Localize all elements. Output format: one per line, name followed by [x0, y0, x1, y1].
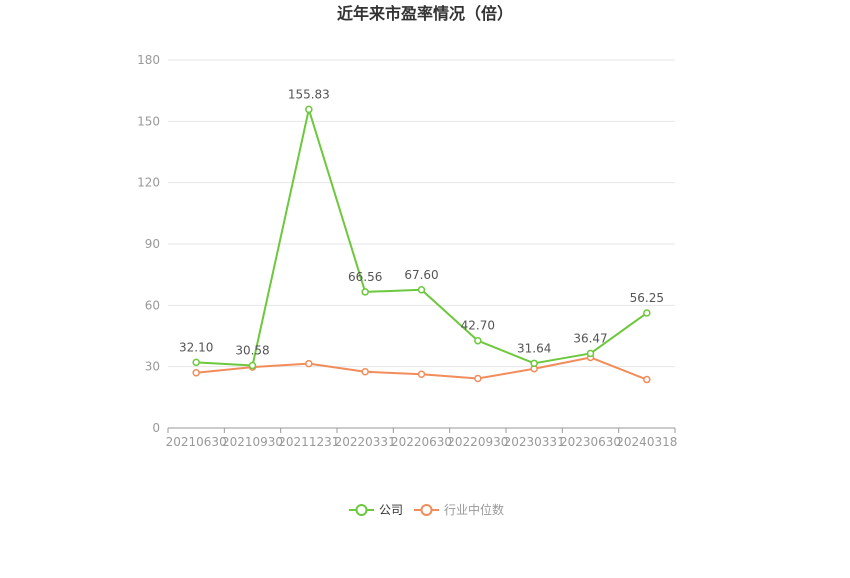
data-label: 30.58 — [235, 343, 269, 357]
data-point[interactable] — [361, 368, 369, 376]
data-point[interactable] — [248, 361, 257, 370]
data-label: 56.25 — [630, 291, 664, 305]
x-tick-label: 20230630 — [560, 435, 621, 449]
y-tick-label: 30 — [145, 360, 160, 374]
data-point[interactable] — [474, 374, 482, 383]
data-point[interactable] — [305, 359, 313, 368]
y-tick-label: 180 — [137, 53, 160, 67]
data-point[interactable] — [586, 349, 595, 358]
data-label: 36.47 — [573, 331, 607, 345]
data-point[interactable] — [361, 288, 369, 296]
chart-title: 近年来市盈率情况（倍） — [337, 4, 513, 23]
data-point[interactable] — [305, 105, 313, 114]
y-tick-label: 90 — [145, 237, 160, 251]
data-label: 155.83 — [288, 87, 330, 101]
legend-marker — [420, 504, 433, 516]
legend-marker — [355, 504, 368, 516]
data-point[interactable] — [643, 309, 651, 317]
grid-lines — [168, 59, 675, 368]
series-layer — [192, 105, 651, 384]
data-point[interactable] — [417, 286, 426, 294]
x-tick-label: 20211231 — [278, 435, 339, 449]
data-point[interactable] — [192, 358, 200, 367]
data-point[interactable] — [474, 336, 482, 345]
x-tick-label: 20210630 — [166, 435, 227, 449]
y-tick-label: 150 — [137, 114, 160, 128]
x-tick-label: 20220331 — [335, 435, 396, 449]
legend-item-1[interactable]: 行业中位数 — [414, 502, 504, 517]
data-label: 66.56 — [348, 270, 382, 284]
x-tick-label: 20210930 — [222, 435, 283, 449]
data-label: 31.64 — [517, 341, 551, 355]
y-tick-label: 60 — [145, 298, 160, 312]
data-label: 67.60 — [404, 268, 438, 282]
data-point[interactable] — [643, 375, 651, 384]
data-point[interactable] — [530, 359, 538, 368]
legend-label: 公司 — [379, 503, 403, 517]
data-labels: 32.10 30.58 155.83 66.56 67.60 42.70 31.64 36.4… — [179, 87, 664, 357]
x-tick-label: 20220630 — [391, 435, 452, 449]
data-label: 32.10 — [179, 340, 213, 354]
y-tick-label: 0 — [152, 421, 160, 435]
data-point[interactable] — [192, 369, 200, 377]
x-tick-label: 20240318 — [616, 435, 677, 449]
y-axis-ticks: 0 30 60 90 120 150 180 — [137, 53, 160, 435]
x-tick-label: 20230331 — [504, 435, 565, 449]
x-tick-label: 20220930 — [447, 435, 508, 449]
legend: 公司 行业中位数 — [349, 502, 504, 517]
data-point[interactable] — [417, 370, 426, 378]
series-line-0 — [196, 108, 648, 367]
y-tick-label: 120 — [137, 176, 160, 190]
data-label: 42.70 — [461, 319, 495, 333]
legend-item-0[interactable]: 公司 — [349, 503, 403, 517]
x-axis-ticks: 2021063020210930202112312022033120220630… — [166, 428, 677, 449]
legend-label: 行业中位数 — [444, 502, 504, 517]
